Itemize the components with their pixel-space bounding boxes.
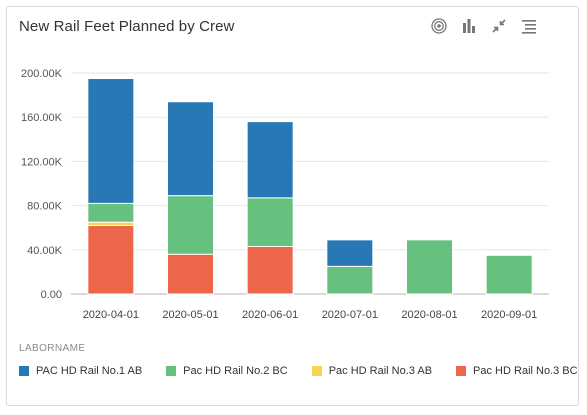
chart-title: New Rail Feet Planned by Crew [19, 18, 235, 35]
legend-label: PAC HD Rail No.1 AB [36, 365, 143, 377]
x-tick-label: 2020-08-01 [401, 309, 457, 321]
bar-segment[interactable] [87, 202, 135, 223]
x-tick-label: 2020-05-01 [162, 309, 218, 321]
x-tick-label: 2020-07-01 [322, 309, 378, 321]
y-tick-label: 0.00 [41, 289, 62, 301]
bar-segment[interactable] [167, 253, 214, 295]
chart-toolbar [430, 17, 538, 35]
legend-swatch [19, 366, 29, 376]
bar-segment[interactable] [167, 195, 214, 255]
chart-card: New Rail Feet Planned by Crew [6, 6, 579, 406]
y-tick-label: 120.00K [21, 156, 63, 168]
bar-chart-icon[interactable] [460, 17, 478, 35]
bar-segment[interactable] [167, 101, 214, 197]
y-tick-label: 40.00K [27, 245, 63, 257]
bar-segment[interactable] [326, 265, 374, 295]
bar-segment[interactable] [246, 121, 294, 199]
legend-swatch [166, 366, 177, 376]
target-icon[interactable] [430, 17, 448, 35]
y-tick-label: 160.00K [21, 112, 63, 124]
list-icon[interactable] [520, 17, 538, 35]
bar-segment[interactable] [87, 78, 135, 204]
legend-item[interactable]: Pac HD Rail No.2 BC [166, 365, 288, 377]
legend-title: LABORNAME [19, 343, 86, 354]
legend-label: Pac HD Rail No.3 BC [473, 365, 578, 377]
y-tick-label: 80.00K [27, 201, 63, 213]
bar-segment[interactable] [326, 239, 374, 267]
x-tick-label: 2020-06-01 [242, 309, 298, 321]
legend-swatch [456, 366, 467, 376]
legend-item[interactable]: PAC HD Rail No.1 AB [19, 365, 142, 377]
bar-segment[interactable] [485, 254, 533, 295]
x-tick-label: 2020-04-01 [83, 309, 139, 321]
legend-item[interactable]: Pac HD Rail No.3 BC [456, 365, 578, 377]
bar-segment[interactable] [246, 245, 294, 295]
collapse-icon[interactable] [490, 17, 508, 35]
y-tick-label: 200.00K [21, 68, 63, 80]
chart-legend: PAC HD Rail No.1 AB Pac HD Rail No.2 BC Pa… [19, 365, 578, 377]
bar-segment[interactable] [406, 239, 453, 295]
stacked-bar-chart: 0.00 40.00K 80.00K 120.00K 160.00K 200.00K 202… [21, 68, 549, 321]
legend-label: Pac HD Rail No.2 BC [183, 365, 288, 377]
legend-label: Pac HD Rail No.3 AB [328, 365, 433, 377]
legend-swatch [311, 366, 322, 376]
bar-segment[interactable] [87, 224, 135, 295]
x-tick-label: 2020-09-01 [481, 309, 537, 321]
bar-segment[interactable] [246, 197, 294, 247]
legend-item[interactable]: Pac HD Rail No.3 AB [311, 365, 433, 377]
